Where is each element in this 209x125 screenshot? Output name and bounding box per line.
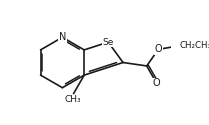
- Text: N: N: [59, 32, 66, 42]
- Text: CH₃: CH₃: [64, 95, 81, 104]
- Text: CH₂CH₃: CH₂CH₃: [180, 41, 209, 50]
- Text: O: O: [154, 44, 162, 54]
- Text: O: O: [153, 78, 161, 88]
- Text: Se: Se: [103, 38, 114, 47]
